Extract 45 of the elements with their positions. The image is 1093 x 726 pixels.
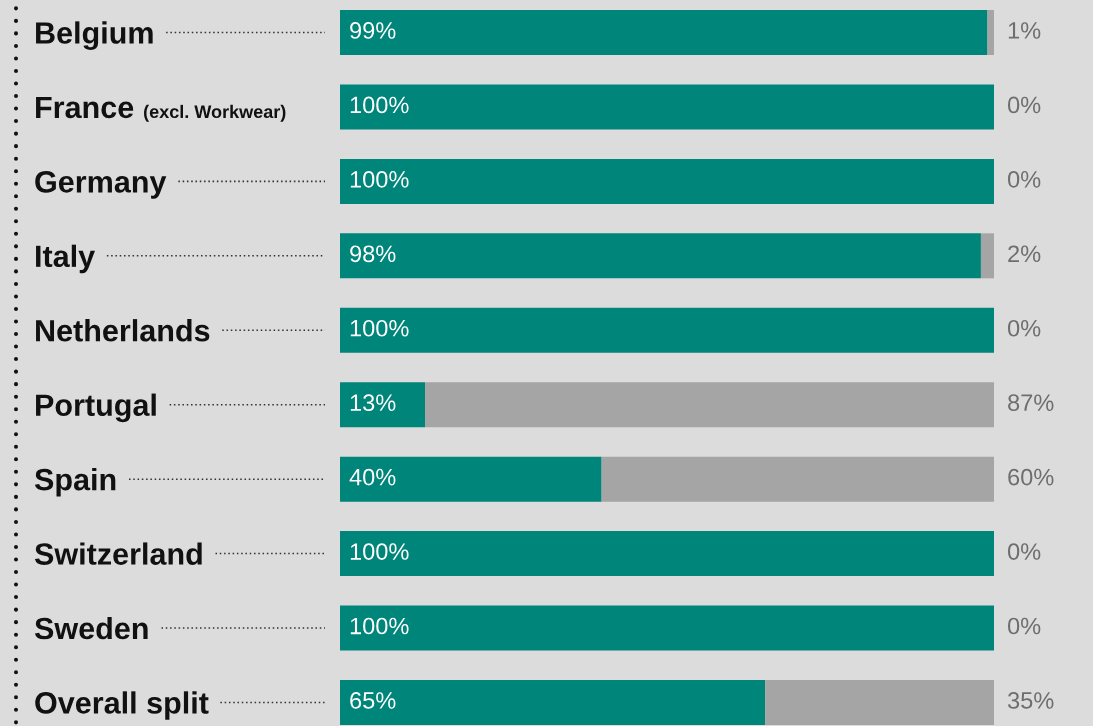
data-label: 87% xyxy=(1008,394,1054,412)
data-label: 35% xyxy=(1007,692,1054,709)
bar xyxy=(765,679,994,725)
bar xyxy=(601,456,994,502)
bar xyxy=(340,382,426,428)
bar xyxy=(340,84,994,130)
bar xyxy=(987,10,994,55)
data-label: 100% xyxy=(350,171,409,188)
bar xyxy=(340,679,766,725)
data-label: 0% xyxy=(1007,96,1041,114)
y-tick-label: Portugal xyxy=(36,393,156,423)
y-tick-label: Netherlands xyxy=(36,319,210,342)
data-label: 0% xyxy=(1007,543,1041,560)
data-label: 2% xyxy=(1008,245,1041,263)
data-label: 40% xyxy=(349,468,396,486)
bar xyxy=(340,158,994,204)
bar xyxy=(425,382,994,428)
data-label: 100% xyxy=(350,617,409,635)
data-label: 1% xyxy=(1008,22,1041,39)
data-label: 98% xyxy=(350,245,396,263)
data-label: 99% xyxy=(350,22,396,39)
data-label: 13% xyxy=(350,394,396,412)
y-tick-label: Belgium xyxy=(36,21,153,50)
bar xyxy=(340,456,602,502)
y-tick-label: Spain xyxy=(34,468,116,497)
data-label: 60% xyxy=(1008,468,1054,486)
data-label: 100% xyxy=(350,319,409,337)
y-tick-label: Germany xyxy=(35,171,167,199)
y-tick-label: France (excl. Workwear) xyxy=(36,96,286,122)
bar xyxy=(340,10,988,55)
data-label: 0% xyxy=(1007,617,1041,635)
bar xyxy=(980,233,994,279)
y-tick-label: Overall split xyxy=(35,691,209,720)
data-label: 65% xyxy=(350,692,396,709)
y-tick-label: Sweden xyxy=(34,616,148,640)
bar xyxy=(340,605,994,651)
bar xyxy=(340,233,981,279)
y-tick-label: Italy xyxy=(36,244,95,274)
data-label: 100% xyxy=(350,543,409,560)
bar xyxy=(340,307,994,353)
y-tick-label: Switzerland xyxy=(34,542,202,565)
data-label: 0% xyxy=(1007,319,1041,337)
bar xyxy=(340,531,994,577)
data-label: 100% xyxy=(350,96,409,114)
data-label: 0% xyxy=(1007,171,1041,188)
